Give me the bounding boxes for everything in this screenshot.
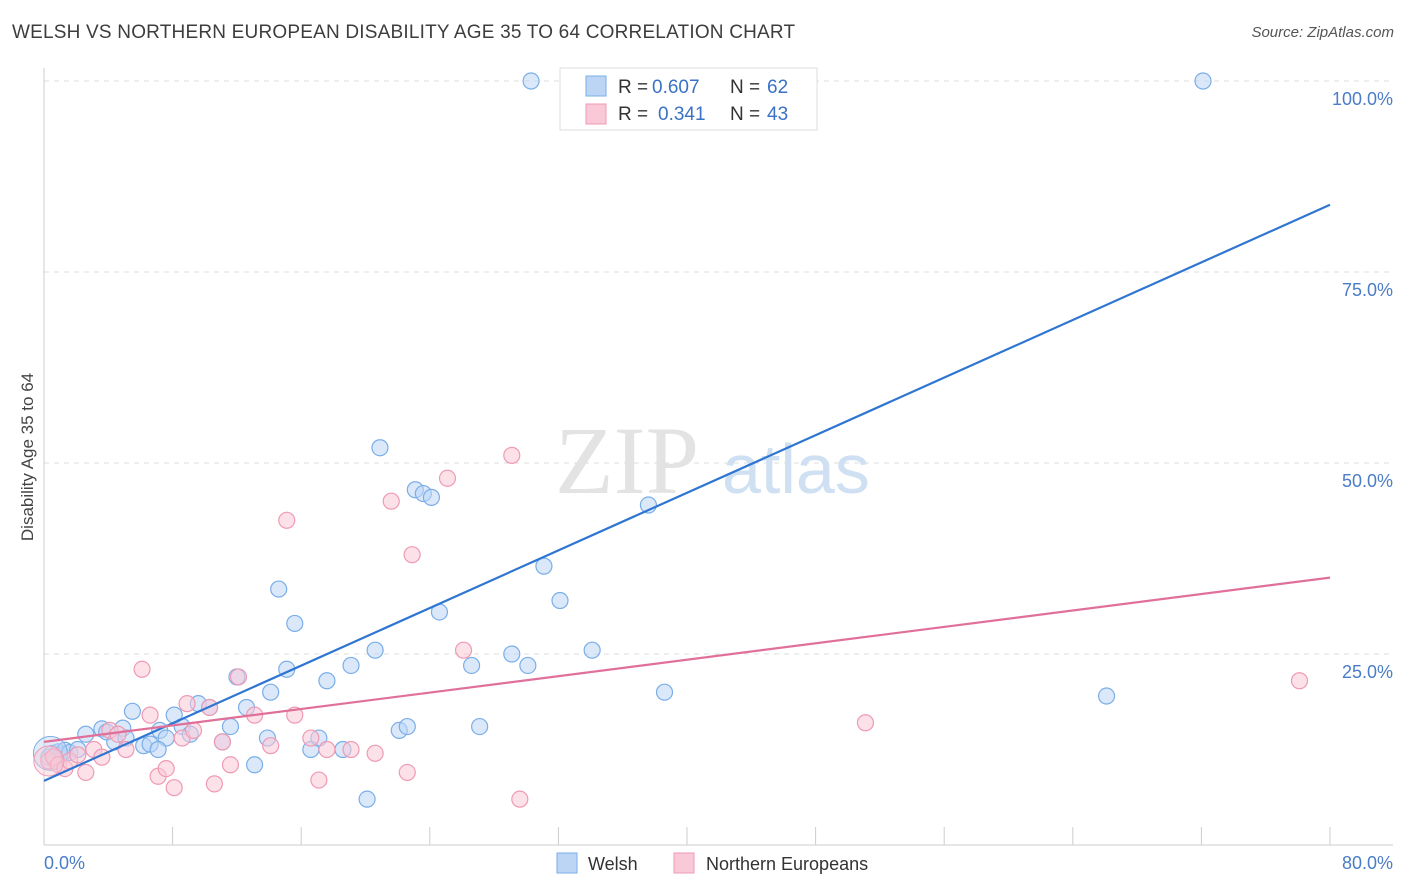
welsh-point	[245, 756, 264, 774]
x-tick-max: 80.0%	[1342, 853, 1393, 873]
series-legend: Welsh Northern Europeans	[556, 852, 868, 874]
northern-europeans-point	[278, 511, 296, 529]
northern-europeans-points	[33, 446, 1309, 808]
northern-europeans-point	[438, 469, 457, 487]
source-credit: Source: ZipAtlas.com	[1251, 24, 1394, 41]
watermark-zip: ZIP	[555, 407, 699, 514]
axes: 25.0% 50.0% 75.0% 100.0%	[43, 68, 1393, 846]
northern-europeans-point	[184, 721, 203, 740]
northern-europeans-point	[403, 546, 421, 564]
northern-europeans-point	[398, 763, 416, 782]
x-tick-min: 0.0%	[44, 853, 85, 873]
legend-label-northern-europeans: Northern Europeans	[706, 854, 868, 874]
legend-n-value-northern-europeans: 43	[767, 104, 788, 125]
legend-label-welsh: Welsh	[588, 854, 638, 874]
northern-europeans-point	[856, 714, 875, 732]
y-tick-label: 75.0%	[1342, 280, 1393, 300]
welsh-point	[655, 683, 674, 701]
northern-europeans-point	[229, 668, 248, 686]
y-axis-label: Disability Age 35 to 64	[18, 373, 37, 541]
welsh-point	[535, 557, 553, 575]
welsh-point	[522, 72, 540, 90]
legend-r-label-1: R =	[618, 77, 648, 98]
welsh-point	[422, 488, 441, 506]
y-tick-label: 100.0%	[1332, 89, 1393, 109]
welsh-point	[221, 717, 240, 736]
northern-europeans-point	[1290, 672, 1309, 690]
chart-title: WELSH VS NORTHERN EUROPEAN DISABILITY AG…	[12, 22, 796, 43]
legend-swatch-welsh-bottom	[556, 852, 578, 874]
northern-europeans-point	[310, 771, 328, 789]
northern-europeans-point	[454, 641, 473, 659]
correlation-legend: R = 0.607 N = 62 R = 0.341 N = 43	[559, 67, 818, 131]
welsh-point	[270, 580, 288, 598]
northern-europeans-point	[342, 740, 360, 759]
northern-europeans-point	[141, 706, 159, 724]
legend-r-label-2: R =	[618, 104, 648, 125]
northern-europeans-point	[77, 763, 95, 782]
northern-europeans-point	[221, 756, 240, 774]
northern-europeans-point	[302, 729, 320, 747]
welsh-point	[262, 683, 280, 701]
northern-europeans-cluster-point	[33, 745, 65, 777]
welsh-point	[318, 672, 336, 690]
northern-europeans-point	[366, 744, 384, 762]
trend-lines	[43, 203, 1331, 782]
welsh-point	[583, 641, 601, 659]
welsh-point	[471, 717, 489, 736]
welsh-point	[519, 656, 537, 675]
northern-europeans-point	[262, 737, 280, 755]
northern-europeans-point	[318, 740, 336, 759]
legend-swatch-northern-europeans-bottom	[673, 852, 695, 874]
welsh-point	[77, 725, 95, 743]
y-tick-label: 25.0%	[1342, 662, 1393, 682]
welsh-point	[551, 591, 569, 610]
welsh-point	[503, 645, 521, 663]
welsh-point	[398, 717, 416, 736]
watermark: ZIP atlas	[555, 407, 870, 514]
grid-lines	[44, 80, 1393, 655]
legend-n-label-1: N =	[730, 77, 760, 98]
welsh-point	[462, 656, 481, 675]
welsh-point	[123, 702, 142, 720]
legend-r-value-northern-europeans: 0.341	[658, 104, 706, 125]
y-tick-label: 50.0%	[1342, 471, 1393, 491]
welsh-point	[358, 790, 376, 808]
welsh-point	[1097, 687, 1116, 705]
northern-europeans-point	[503, 446, 521, 464]
northern-europeans-point	[69, 746, 87, 764]
northern-europeans-point	[178, 695, 196, 713]
welsh-point	[286, 614, 304, 633]
legend-n-value-welsh: 62	[767, 77, 788, 98]
welsh-point	[366, 641, 384, 659]
legend-swatch-northern-europeans	[585, 103, 607, 125]
welsh-point	[149, 740, 167, 759]
northern-europeans-point	[213, 733, 232, 751]
watermark-atlas: atlas	[722, 430, 870, 508]
welsh-trend-line	[43, 203, 1331, 782]
legend-r-value-welsh: 0.607	[652, 77, 700, 98]
welsh-point	[342, 656, 360, 675]
northern-europeans-point	[165, 779, 183, 797]
welsh-point	[371, 439, 389, 457]
northern-europeans-point	[382, 492, 400, 510]
northern-europeans-point	[511, 790, 529, 808]
welsh-point	[1194, 72, 1212, 90]
northern-europeans-point	[133, 660, 151, 678]
legend-swatch-welsh	[585, 75, 607, 97]
northern-europeans-point	[205, 775, 223, 793]
northern-europeans-point	[157, 759, 175, 778]
legend-n-label-2: N =	[730, 104, 760, 125]
northern-europeans-trend-line	[43, 576, 1331, 743]
